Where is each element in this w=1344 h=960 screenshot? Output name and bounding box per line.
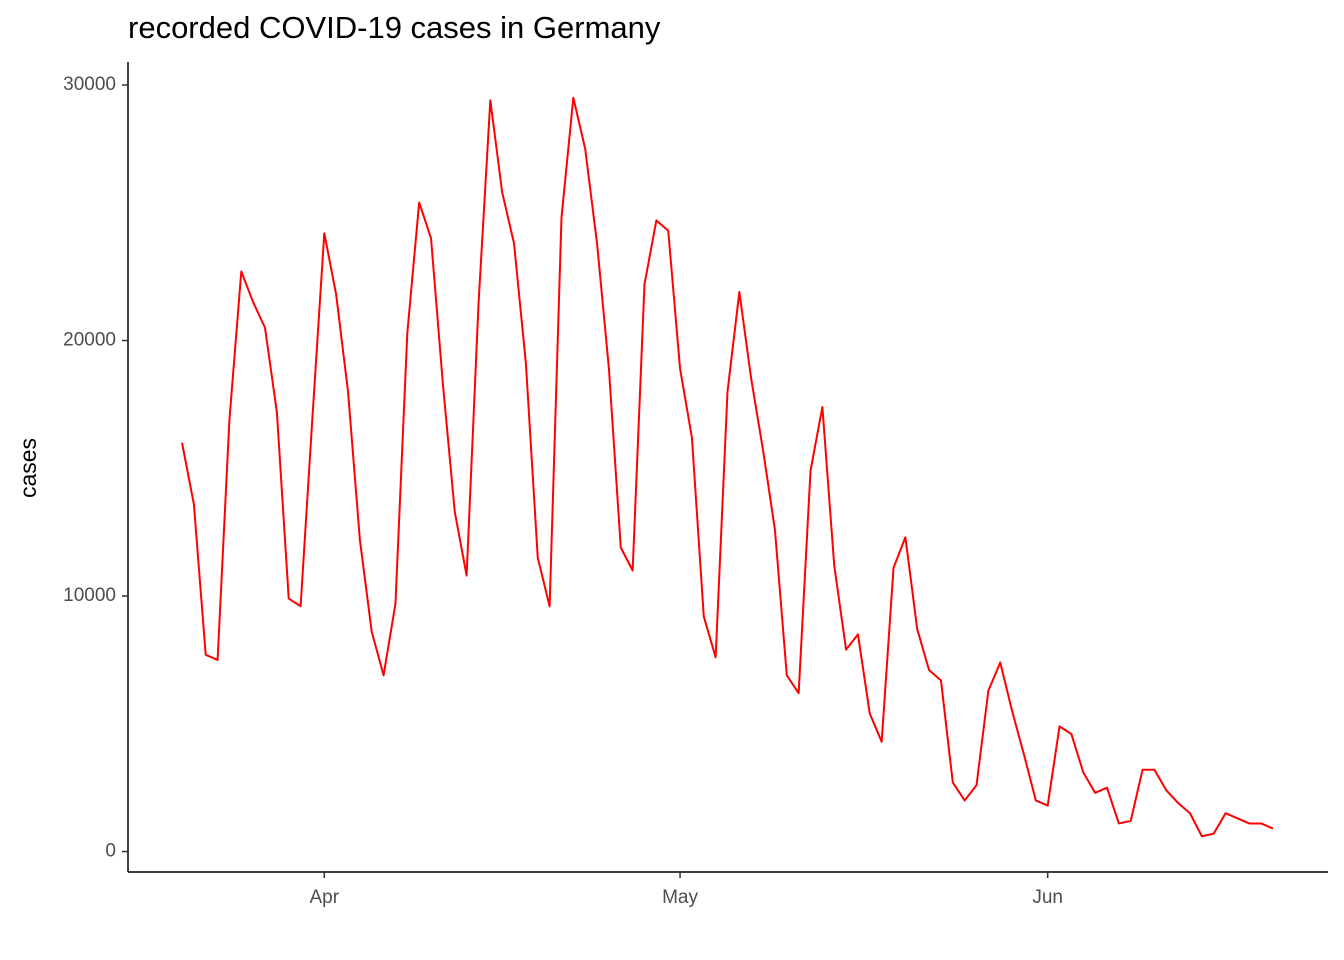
data-line [181,96,1274,838]
y-tick-label: 30000 [63,74,116,95]
x-tick-label: Apr [310,887,340,908]
x-tick-label: Jun [1032,887,1063,908]
x-tick-label: May [662,887,698,908]
y-tick-label: 0 [105,841,116,862]
y-tick-label: 10000 [63,585,116,606]
y-axis-label: cases [15,438,41,498]
y-tick-label: 20000 [63,330,116,351]
chart-title: recorded COVID-19 cases in Germany [128,10,661,45]
